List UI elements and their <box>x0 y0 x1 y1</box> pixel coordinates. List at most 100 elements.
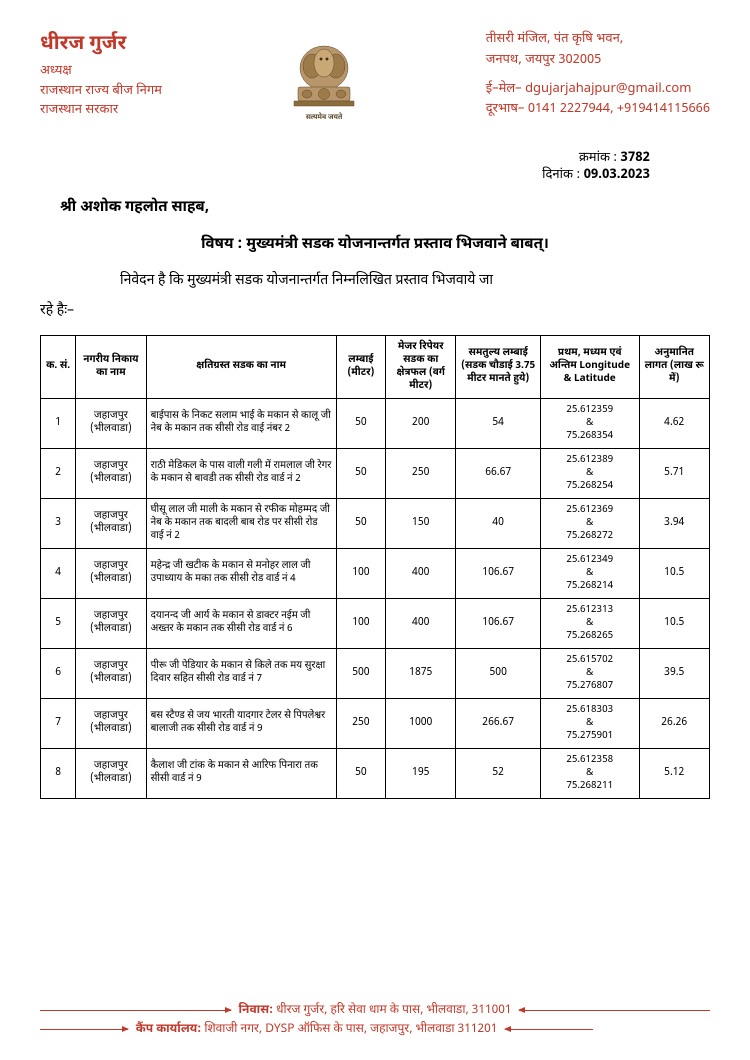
col-length: लम्बाई (मीटर) <box>336 335 385 398</box>
cell-area: 400 <box>386 598 456 648</box>
cell-length: 100 <box>336 598 385 648</box>
cell-sn: 3 <box>41 498 76 548</box>
cell-body: जहाजपुर (भीलवाडा) <box>76 748 146 798</box>
cell-coord: 25.612359&75.268354 <box>540 398 639 448</box>
cell-area: 250 <box>386 448 456 498</box>
cell-road: महेन्द्र जी खटीक के मकान से मनोहर लाल जी… <box>146 548 336 598</box>
cell-cost: 39.5 <box>639 648 709 698</box>
cell-equiv: 266.67 <box>456 698 540 748</box>
cell-sn: 1 <box>41 398 76 448</box>
table-row: 2जहाजपुर (भीलवाडा)राठी मेडिकल के पास वाल… <box>41 448 710 498</box>
cell-length: 250 <box>336 698 385 748</box>
cell-length: 50 <box>336 448 385 498</box>
sender-block: धीरज गुर्जर अध्यक्ष राजस्थान राज्य बीज न… <box>40 30 162 121</box>
cell-cost: 26.26 <box>639 698 709 748</box>
sender-name: धीरज गुर्जर <box>40 30 162 60</box>
address-line-2: जनपथ, जयपुर 302005 <box>486 51 710 72</box>
letterhead: धीरज गुर्जर अध्यक्ष राजस्थान राज्य बीज न… <box>40 30 710 130</box>
cell-equiv: 106.67 <box>456 598 540 648</box>
cell-coord: 25.615702&75.276807 <box>540 648 639 698</box>
cell-area: 1875 <box>386 648 456 698</box>
cell-coord: 25.612358&75.268211 <box>540 748 639 798</box>
cell-road: पीरू जी पेडियार के मकान से किले तक मय सु… <box>146 648 336 698</box>
cell-length: 500 <box>336 648 385 698</box>
col-body: नगरीय निकाय का नाम <box>76 335 146 398</box>
table-row: 1जहाजपुर (भीलवाडा)बाईपास के निकट सलाम भा… <box>41 398 710 448</box>
cell-cost: 4.62 <box>639 398 709 448</box>
cell-body: जहाजपुर (भीलवाडा) <box>76 448 146 498</box>
contact-block: तीसरी मंजिल, पंत कृषि भवन, जनपथ, जयपुर 3… <box>486 30 710 121</box>
cell-area: 200 <box>386 398 456 448</box>
table-row: 5जहाजपुर (भीलवाडा)दयानन्द जी आर्य के मका… <box>41 598 710 648</box>
proposals-table: क. सं. नगरीय निकाय का नाम क्षतिग्रस्त सड… <box>40 335 710 799</box>
sender-title-1: अध्यक्ष <box>40 62 162 82</box>
cell-area: 1000 <box>386 698 456 748</box>
body-text-line2: रहे हैः– <box>40 301 690 320</box>
svg-text:सत्यमेव जयते: सत्यमेव जयते <box>306 113 343 122</box>
cell-equiv: 54 <box>456 398 540 448</box>
salutation: श्री अशोक गहलोत साहब, <box>60 199 710 218</box>
cell-road: बस स्टैण्ड से जय भारती यादगार टेलर से पि… <box>146 698 336 748</box>
cell-road: कैलाश जी टांक के मकान से आरिफ पिनारा तक … <box>146 748 336 798</box>
cell-body: जहाजपुर (भीलवाडा) <box>76 498 146 548</box>
cell-body: जहाजपुर (भीलवाडा) <box>76 648 146 698</box>
col-area: मेजर रिपेयर सडक का क्षेत्रफल (वर्ग मीटर) <box>386 335 456 398</box>
cell-body: जहाजपुर (भीलवाडा) <box>76 548 146 598</box>
table-row: 8जहाजपुर (भीलवाडा)कैलाश जी टांक के मकान … <box>41 748 710 798</box>
cell-cost: 3.94 <box>639 498 709 548</box>
table-header-row: क. सं. नगरीय निकाय का नाम क्षतिग्रस्त सड… <box>41 335 710 398</box>
cell-body: जहाजपुर (भीलवाडा) <box>76 698 146 748</box>
table-row: 4जहाजपुर (भीलवाडा)महेन्द्र जी खटीक के मक… <box>41 548 710 598</box>
col-equiv: समतुल्य लम्बाई (सडक चौडाई 3.75 मीटर मानत… <box>456 335 540 398</box>
cell-length: 50 <box>336 498 385 548</box>
national-emblem-icon: सत्यमेव जयते <box>279 30 369 130</box>
cell-length: 50 <box>336 748 385 798</box>
footer-line-2: कैंप कार्यालय: शिवाजी नगर, DYSP ऑफिस के … <box>40 1021 710 1037</box>
cell-equiv: 52 <box>456 748 540 798</box>
cell-area: 400 <box>386 548 456 598</box>
cell-sn: 4 <box>41 548 76 598</box>
cell-coord: 25.612369&75.268272 <box>540 498 639 548</box>
col-coord: प्रथम, मध्यम एवं अन्तिम Longitude & Lati… <box>540 335 639 398</box>
cell-sn: 8 <box>41 748 76 798</box>
cell-cost: 10.5 <box>639 548 709 598</box>
table-row: 3जहाजपुर (भीलवाडा)घीसू लाल जी माली के मक… <box>41 498 710 548</box>
cell-area: 195 <box>386 748 456 798</box>
cell-equiv: 66.67 <box>456 448 540 498</box>
cell-body: जहाजपुर (भीलवाडा) <box>76 398 146 448</box>
cell-sn: 2 <box>41 448 76 498</box>
cell-length: 50 <box>336 398 385 448</box>
cell-equiv: 500 <box>456 648 540 698</box>
col-cost: अनुमानित लागत (लाख रू में) <box>639 335 709 398</box>
cell-coord: 25.612313&75.268265 <box>540 598 639 648</box>
email-line: ई–मेल– dgujarjahajpur@gmail.com <box>486 80 710 101</box>
cell-equiv: 106.67 <box>456 548 540 598</box>
footer: निवास: धीरज गुर्जर, हरि सेवा धाम के पास,… <box>40 1002 710 1040</box>
table-row: 7जहाजपुर (भीलवाडा)बस स्टैण्ड से जय भारती… <box>41 698 710 748</box>
col-sn: क. सं. <box>41 335 76 398</box>
cell-sn: 5 <box>41 598 76 648</box>
body-text-line1: निवेदन है कि मुख्यमंत्री सडक योजनान्तर्ग… <box>60 269 690 293</box>
document-page: धीरज गुर्जर अध्यक्ष राजस्थान राज्य बीज न… <box>0 0 750 819</box>
cell-road: दयानन्द जी आर्य के मकान से डाक्टर नईम जी… <box>146 598 336 648</box>
cell-cost: 10.5 <box>639 598 709 648</box>
sender-title-3: राजस्थान सरकार <box>40 101 162 121</box>
cell-length: 100 <box>336 548 385 598</box>
cell-road: राठी मेडिकल के पास वाली गली में रामलाल ज… <box>146 448 336 498</box>
cell-road: बाईपास के निकट सलाम भाई के मकान से कालू … <box>146 398 336 448</box>
sender-title-2: राजस्थान राज्य बीज निगम <box>40 82 162 102</box>
subject-line: विषय : मुख्यमंत्री सडक योजनान्तर्गत प्रस… <box>40 236 710 255</box>
col-road: क्षतिग्रस्त सडक का नाम <box>146 335 336 398</box>
cell-coord: 25.612349&75.268214 <box>540 548 639 598</box>
table-row: 6जहाजपुर (भीलवाडा)पीरू जी पेडियार के मका… <box>41 648 710 698</box>
cell-area: 150 <box>386 498 456 548</box>
cell-equiv: 40 <box>456 498 540 548</box>
cell-coord: 25.612389&75.268254 <box>540 448 639 498</box>
cell-sn: 7 <box>41 698 76 748</box>
cell-cost: 5.12 <box>639 748 709 798</box>
cell-sn: 6 <box>41 648 76 698</box>
cell-cost: 5.71 <box>639 448 709 498</box>
address-line-1: तीसरी मंजिल, पंत कृषि भवन, <box>486 30 710 51</box>
cell-coord: 25.618303&75.275901 <box>540 698 639 748</box>
reference-block: क्रमांक : 3782 दिनांक : 09.03.2023 <box>40 150 650 184</box>
